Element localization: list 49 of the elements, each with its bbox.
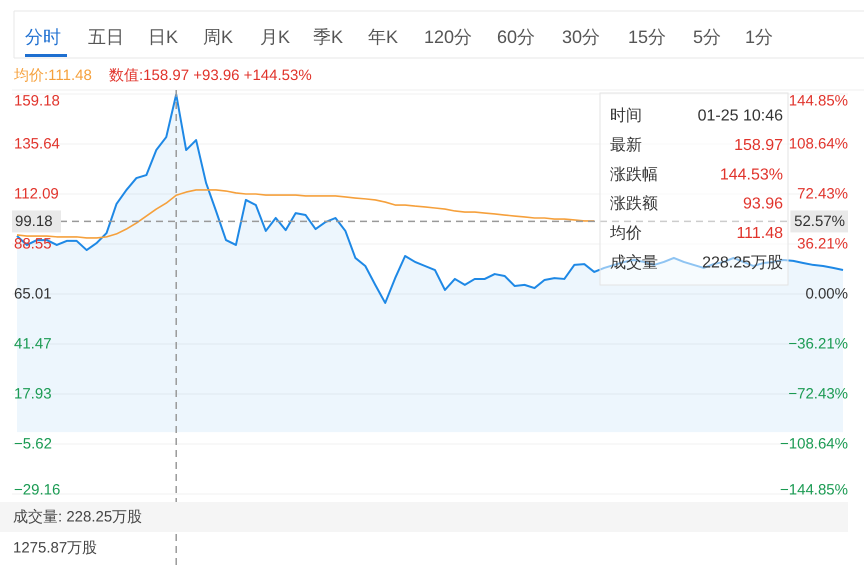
text: 周K: [203, 27, 234, 47]
y-tick-label: 65.01: [14, 286, 52, 302]
y-tick-label: 17.93: [14, 385, 52, 402]
text: 季K: [313, 27, 344, 47]
y2-tick-label: 36.21%: [797, 236, 848, 253]
text: 年K: [368, 27, 398, 47]
text: 60分: [497, 27, 536, 47]
y2-tick-label: 0.00%: [805, 286, 848, 302]
text: 1275.87万股: [13, 540, 98, 556]
ref-line-label: 99.18: [15, 212, 53, 230]
annotation: 涨跌幅: [610, 165, 658, 184]
y2-tick-label: 144.85%: [788, 92, 848, 110]
y-tick-label: 112.09: [14, 186, 59, 203]
text: 30分: [562, 27, 600, 47]
y2-tick-label: 108.64%: [788, 135, 848, 152]
y2-tick-label: −36.21%: [788, 335, 848, 352]
y-tick-label: −29.16: [14, 482, 60, 498]
text: 成交量: 228.25万股: [13, 508, 142, 526]
y2-tick-label: 72.43%: [797, 185, 848, 202]
annotation: 时间: [610, 106, 642, 124]
text: 5分: [693, 27, 722, 47]
y-tick-label: 88.55: [14, 236, 52, 253]
text: 月K: [260, 27, 290, 47]
text: 均价:111.48: [13, 67, 92, 84]
annotation: 144.53%: [720, 166, 783, 184]
text: 日K: [148, 27, 178, 47]
y2-tick-label: −108.64%: [780, 436, 848, 453]
text: 120分: [424, 27, 472, 47]
y2-tick-label: −72.43%: [788, 386, 848, 403]
y-tick-label: 41.47: [14, 335, 52, 352]
annotation: 111.48: [736, 225, 784, 242]
annotation: 93.96: [742, 196, 784, 213]
y-tick-label: 159.18: [14, 92, 60, 110]
text: 分时: [25, 27, 61, 47]
annotation: 成交量: [610, 254, 658, 272]
annotation: 01-25 10:46: [698, 108, 784, 124]
y2-tick-label: −144.85%: [780, 482, 848, 498]
annotation: 涨跌额: [610, 194, 658, 213]
annotation: 均价: [609, 225, 642, 242]
text: 1分: [745, 27, 774, 47]
y-tick-label: 135.64: [14, 135, 60, 152]
annotation: 158.97: [734, 136, 784, 154]
annotation: 52.57%: [794, 212, 845, 230]
annotation: 228.25万股: [702, 254, 783, 272]
annotation: 最新: [610, 136, 642, 154]
text: 五日: [88, 27, 124, 47]
text: 15分: [628, 27, 666, 47]
y-tick-label: −5.62: [14, 436, 52, 453]
text: 数值:158.97 +93.96 +144.53%: [109, 67, 312, 84]
